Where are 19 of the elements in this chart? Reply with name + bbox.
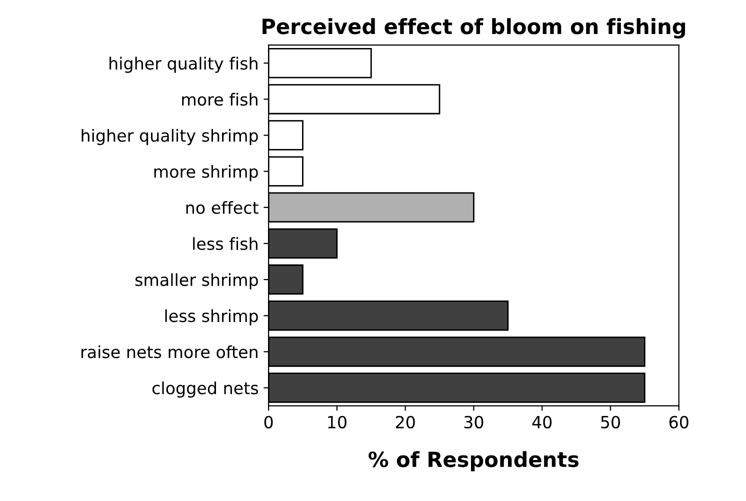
y-tick-label: less shrimp	[165, 309, 258, 326]
y-tick-label: higher quality fish	[110, 56, 258, 73]
x-tick-label: 60	[669, 416, 688, 428]
y-tick-label: no effect	[186, 201, 258, 214]
x-tick-label: 30	[464, 416, 484, 428]
x-tick-label: 10	[328, 416, 346, 428]
x-axis-title: % of Respondents	[368, 451, 579, 472]
x-tick-label: 20	[396, 416, 415, 428]
x-tick-label: 50	[601, 416, 620, 428]
x-tick-label: 40	[532, 416, 552, 428]
y-tick-label: raise nets more often	[82, 345, 258, 358]
y-tick-label: clogged nets	[152, 381, 258, 398]
y-tick-label: more shrimp	[154, 165, 258, 182]
y-tick-label: less fish	[193, 237, 258, 250]
y-tick-label: higher quality shrimp	[82, 128, 258, 146]
y-tick-label: smaller shrimp	[135, 273, 258, 290]
x-tick-label: 0	[264, 416, 273, 428]
chart-title: Perceived effect of bloom on fishing	[262, 18, 686, 38]
y-tick-label: more fish	[182, 92, 258, 106]
